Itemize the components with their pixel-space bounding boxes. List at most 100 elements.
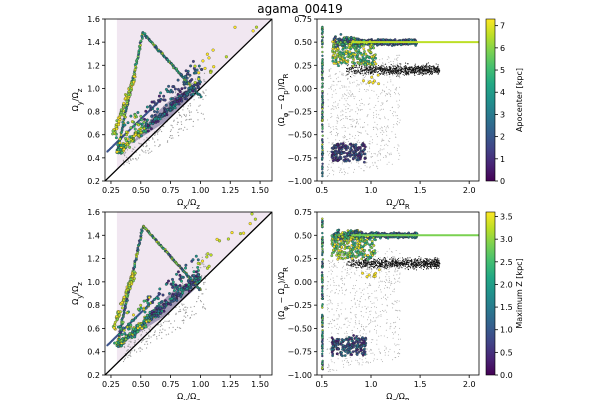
background-point <box>346 116 348 118</box>
band-point <box>383 68 385 70</box>
background-point <box>343 261 345 263</box>
orbit-point <box>374 56 378 60</box>
background-point <box>346 103 348 105</box>
lower-cluster-point <box>346 146 350 150</box>
band-point <box>389 73 391 75</box>
band-point <box>348 70 350 72</box>
background-point <box>376 94 378 96</box>
cluster-point <box>116 345 120 348</box>
band-point <box>427 69 430 71</box>
background-point <box>396 54 398 56</box>
cluster-point <box>156 306 159 310</box>
background-point <box>369 85 370 87</box>
column-point <box>321 125 324 129</box>
background-point <box>369 269 371 271</box>
band-point <box>408 68 410 70</box>
background-point <box>168 327 170 329</box>
background-point <box>169 136 171 138</box>
background-point <box>379 159 381 161</box>
background-point <box>369 97 371 99</box>
background-point <box>195 78 197 80</box>
cluster-point <box>155 110 159 114</box>
x-tick-label: 1.50 <box>251 380 269 389</box>
background-point <box>382 90 384 92</box>
band-point <box>371 72 373 74</box>
background-point <box>383 64 385 66</box>
background-point <box>368 103 370 105</box>
band-point <box>361 70 363 72</box>
band-point <box>416 67 418 69</box>
background-point <box>373 114 375 116</box>
background-point <box>331 162 333 164</box>
orbit-point <box>140 228 143 232</box>
cluster-point <box>117 123 121 127</box>
background-point <box>342 94 344 96</box>
background-point <box>363 126 365 128</box>
background-point <box>393 282 395 284</box>
cluster-point <box>173 106 177 110</box>
band-point <box>374 69 376 71</box>
background-point <box>203 303 205 305</box>
background-point <box>171 331 173 333</box>
orbit-point <box>117 333 121 336</box>
background-point <box>333 362 335 364</box>
background-point <box>377 100 379 102</box>
sparse-point <box>230 231 234 235</box>
band-point <box>437 72 439 74</box>
background-point <box>381 127 383 129</box>
band-point <box>428 74 430 76</box>
background-point <box>351 76 353 78</box>
column-point <box>321 174 324 178</box>
orbit-point <box>362 47 366 51</box>
orbit-point <box>359 51 363 55</box>
band-point <box>423 66 425 68</box>
y-tick-label: 0.25 <box>294 61 312 70</box>
sparse-point <box>207 56 211 60</box>
background-point <box>183 303 185 305</box>
lower-cluster-point <box>334 154 338 158</box>
cluster-point <box>150 114 154 118</box>
background-point <box>345 142 347 143</box>
cluster-point <box>178 273 182 277</box>
band-point <box>364 72 366 74</box>
background-point <box>126 350 128 352</box>
background-point <box>385 276 387 278</box>
column-point <box>321 111 324 114</box>
background-point <box>399 86 401 88</box>
background-point <box>361 306 363 308</box>
background-point <box>167 333 170 335</box>
background-point <box>342 74 344 76</box>
y-tick-label: 0.6 <box>87 131 100 140</box>
background-point <box>366 146 368 148</box>
background-point <box>333 90 335 92</box>
band-point <box>394 66 396 68</box>
background-point <box>355 314 357 316</box>
column-point <box>321 77 324 80</box>
background-point <box>171 125 173 127</box>
background-point <box>355 125 356 127</box>
orbit-point <box>331 54 335 57</box>
background-point <box>391 131 393 133</box>
background-point <box>394 343 396 345</box>
background-point <box>394 92 395 93</box>
band-point <box>394 68 396 70</box>
background-point <box>348 72 349 74</box>
background-point <box>358 109 360 111</box>
sparse-point <box>238 232 243 236</box>
background-point <box>178 113 180 115</box>
background-point <box>185 316 187 318</box>
background-point <box>201 263 203 265</box>
cluster-point <box>124 337 128 341</box>
cluster-point <box>118 141 122 145</box>
background-point <box>350 119 352 121</box>
band-point <box>413 73 415 75</box>
background-point <box>128 354 131 356</box>
background-point <box>331 108 333 110</box>
plot-area <box>105 19 272 181</box>
background-point <box>372 74 374 76</box>
background-point <box>185 119 187 121</box>
cluster-point <box>164 103 168 107</box>
background-point <box>336 275 338 277</box>
background-point <box>361 83 363 85</box>
band-point <box>360 70 362 72</box>
